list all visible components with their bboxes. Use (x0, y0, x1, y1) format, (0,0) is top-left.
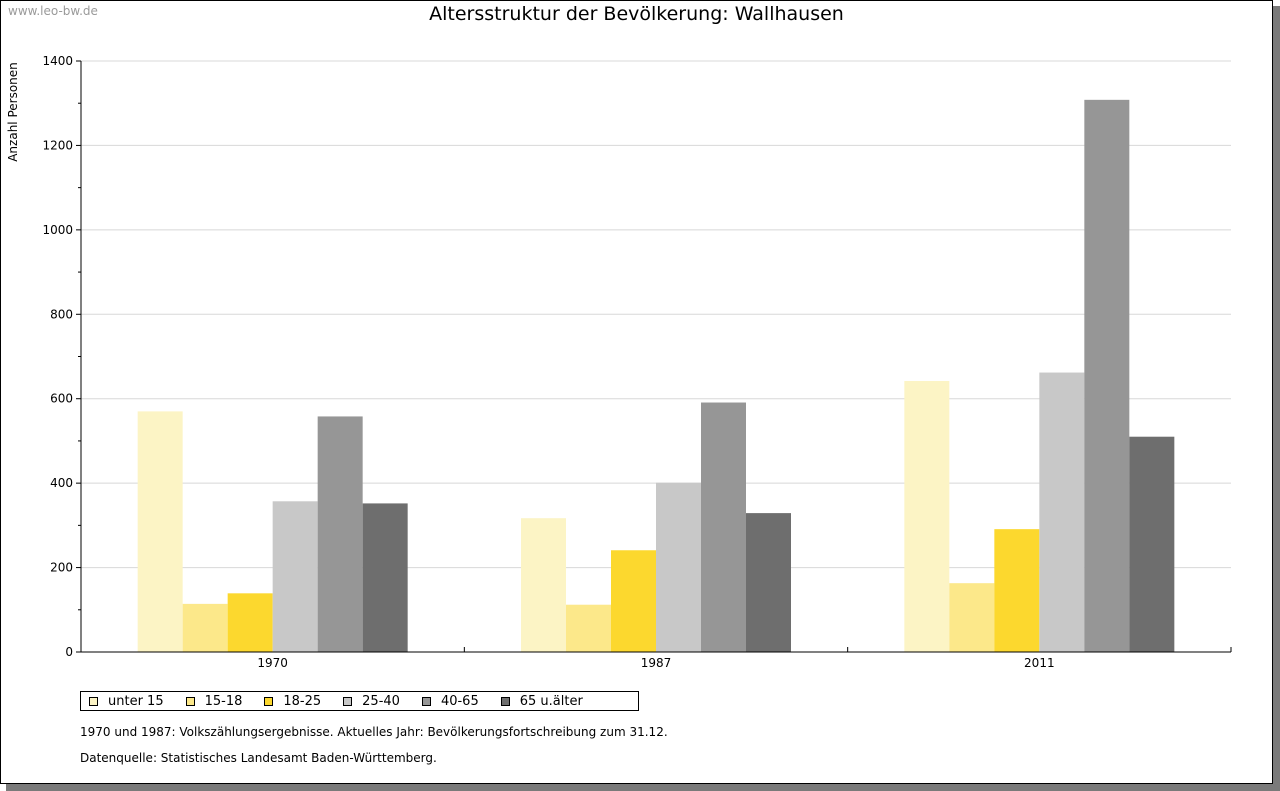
bar-1970-1 (182, 603, 228, 652)
legend-item: 40-65 (421, 693, 479, 709)
legend-item: 18-25 (264, 694, 321, 709)
legend-swatch (264, 696, 274, 706)
bar-1970-5 (362, 503, 408, 652)
frame-shadow-right (1273, 6, 1280, 791)
legend-label: 18-25 (283, 693, 322, 709)
bar-1987-0 (521, 518, 566, 652)
legend-item: 25-40 (343, 694, 400, 709)
y-tick-label: 0 (65, 645, 73, 659)
footnote-census: 1970 und 1987: Volkszählungsergebnisse. … (80, 725, 668, 739)
legend-label: unter 15 (108, 693, 164, 709)
y-tick-label: 400 (50, 476, 73, 490)
bar-2011-3 (1039, 372, 1085, 652)
chart-legend: unter 15 15-18 18-25 25-40 40-65 65 u.älter (80, 691, 639, 711)
bar-1987-5 (746, 513, 791, 652)
bar-2011-1 (949, 583, 995, 652)
bar-1970-2 (227, 593, 273, 652)
legend-swatch (421, 696, 431, 706)
legend-item: 65 u.älter (500, 693, 583, 709)
y-tick-label: 1200 (42, 138, 73, 152)
bar-1970-4 (317, 416, 363, 652)
legend-swatch (343, 696, 353, 706)
x-tick-label: 2011 (1024, 656, 1055, 670)
y-tick-label: 1000 (42, 223, 73, 237)
y-tick-label: 600 (50, 392, 73, 406)
footnote-source: Datenquelle: Statistisches Landesamt Bad… (80, 751, 437, 765)
source-label: www.leo-bw.de (8, 4, 98, 18)
frame-shadow-bottom (6, 784, 1280, 791)
bar-2011-0 (904, 380, 950, 652)
legend-item: unter 15 (89, 694, 164, 709)
y-tick-label: 1400 (42, 54, 73, 68)
legend-label: 25-40 (362, 693, 400, 709)
bar-2011-2 (994, 529, 1040, 652)
bar-1987-1 (566, 604, 611, 652)
legend-label: 15-18 (204, 693, 243, 709)
bar-1970-3 (272, 501, 318, 652)
bar-1987-2 (611, 550, 656, 652)
x-tick-label: 1987 (641, 656, 672, 670)
bar-2011-5 (1129, 436, 1175, 652)
y-tick-label: 800 (50, 307, 73, 321)
bar-chart: 0 200 400 600 800 1000 1200 1400 1970 1987 2011 (42, 54, 1232, 670)
x-tick-label: 1970 (257, 656, 288, 670)
legend-item: 15-18 (185, 693, 243, 709)
bar-1987-3 (656, 482, 701, 652)
legend-swatch (89, 696, 98, 706)
chart-title: Altersstruktur der Bevölkerung: Wallhaus… (429, 3, 844, 25)
bar-1970-0 (137, 411, 183, 652)
legend-label: 40-65 (440, 693, 479, 709)
bar-2011-4 (1084, 99, 1130, 652)
legend-swatch (500, 696, 510, 706)
legend-swatch (185, 696, 195, 706)
bar-1987-4 (701, 402, 746, 652)
y-tick-label: 200 (50, 561, 73, 575)
legend-label: 65 u.älter (519, 693, 583, 709)
